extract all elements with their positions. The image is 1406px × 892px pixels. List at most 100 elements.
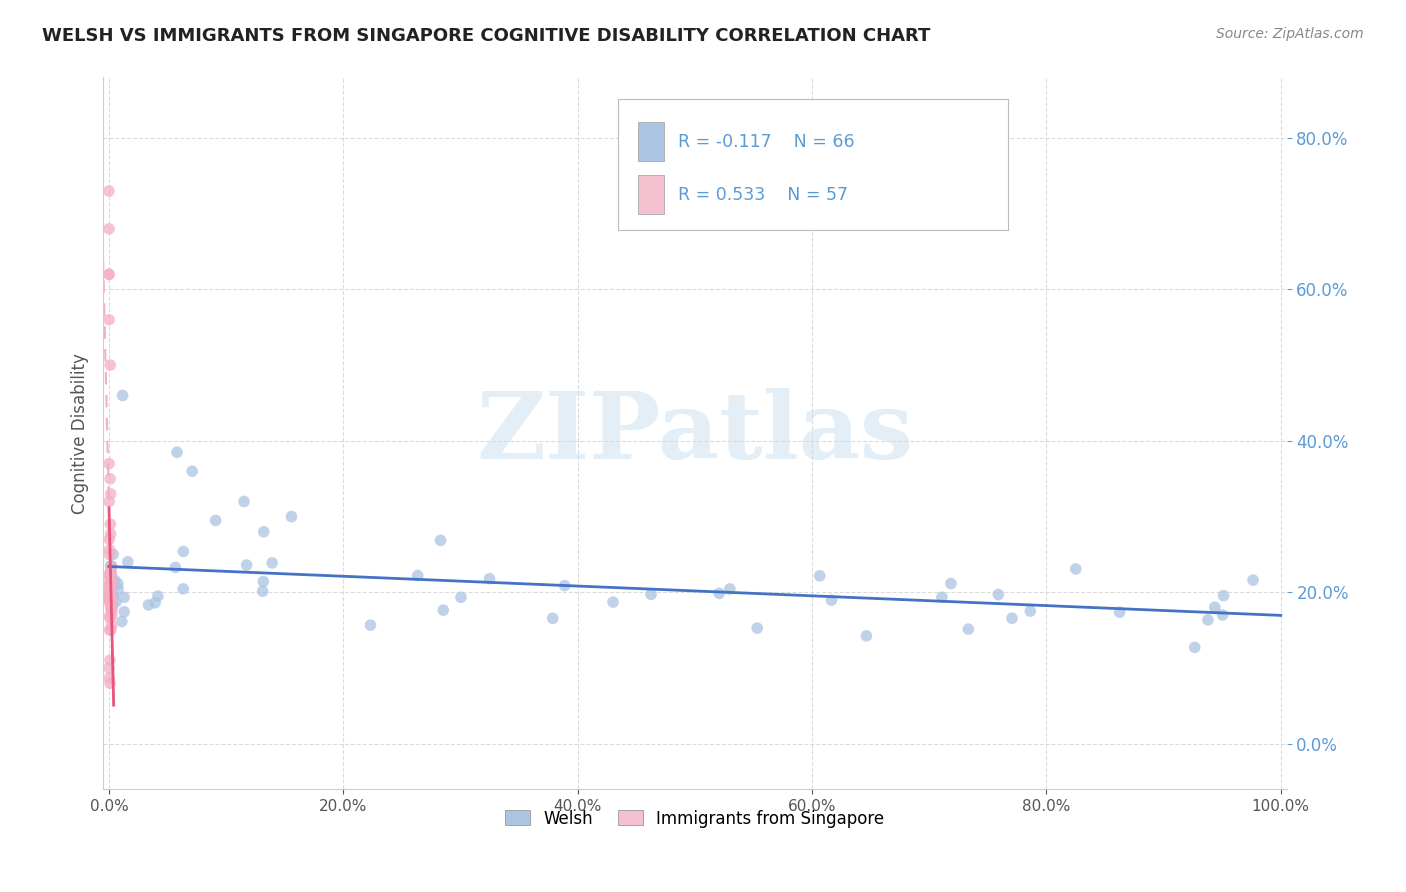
Point [165,560,187,574]
Point [747,621,769,635]
Point [101,592,124,607]
Point [98,542,121,557]
Y-axis label: Cognitive Disability: Cognitive Disability [72,353,89,514]
Point [98,588,121,602]
Text: R = -0.117    N = 66: R = -0.117 N = 66 [678,133,855,151]
Point [1241,573,1264,587]
Point [98,312,121,326]
Point [103,547,125,561]
Point [98,653,121,667]
Point [100,606,122,620]
Point [554,578,576,592]
Point [252,584,274,599]
Point [98,358,121,372]
Point [98,661,121,675]
Point [100,567,122,582]
Point [100,601,122,615]
Point [98,595,121,609]
Point [98,611,121,625]
Point [1064,562,1087,576]
Point [640,587,662,601]
Point [98,585,121,599]
Point [1019,604,1042,618]
Point [98,568,121,582]
Point [98,184,121,198]
Point [718,582,741,596]
Point [100,592,122,607]
Point [98,548,121,562]
Point [808,569,831,583]
Point [280,509,302,524]
Point [104,574,127,588]
Point [98,222,121,236]
Legend: Welsh, Immigrants from Singapore: Welsh, Immigrants from Singapore [499,803,891,834]
Point [1197,613,1219,627]
Point [107,582,129,596]
Text: ZIPatlas: ZIPatlas [477,388,914,478]
Point [100,580,122,594]
Point [478,572,501,586]
Point [1212,589,1234,603]
Point [172,544,194,558]
Point [957,622,980,636]
Point [987,587,1010,601]
Point [541,611,564,625]
Bar [638,176,664,214]
Point [98,588,121,602]
Point [100,487,122,501]
Point [98,570,121,584]
Point [98,623,121,637]
Point [100,623,122,637]
Point [143,596,166,610]
Point [602,595,624,609]
Point [98,570,121,584]
Point [100,570,122,584]
Point [709,586,731,600]
Point [100,591,122,606]
Point [112,591,135,605]
Point [98,580,121,594]
Point [406,568,429,582]
Point [101,575,124,590]
Point [98,676,121,690]
Point [98,574,121,589]
Point [820,593,842,607]
Point [98,591,121,605]
Point [98,588,121,602]
Point [98,591,121,606]
Point [450,591,472,605]
Point [100,599,122,614]
Point [98,671,121,685]
Point [98,609,121,624]
Point [100,608,122,623]
Point [939,576,962,591]
Point [1108,605,1130,619]
Point [112,605,135,619]
Point [111,615,134,629]
Point [262,556,284,570]
Text: WELSH VS IMMIGRANTS FROM SINGAPORE COGNITIVE DISABILITY CORRELATION CHART: WELSH VS IMMIGRANTS FROM SINGAPORE COGNI… [42,27,931,45]
Point [181,464,204,478]
Point [429,533,451,548]
Point [100,558,122,573]
Point [101,589,124,603]
Point [359,618,381,632]
Point [1001,611,1024,625]
Point [101,578,124,592]
Bar [638,122,664,161]
Point [233,494,256,508]
Point [98,578,121,592]
Point [107,576,129,591]
Point [146,589,169,603]
Point [101,597,124,611]
Point [100,599,122,614]
Point [100,560,122,574]
Point [98,594,121,608]
Point [98,472,121,486]
Point [104,595,127,609]
Point [100,527,122,541]
Point [432,603,454,617]
Point [103,590,125,604]
Point [252,574,274,589]
Point [98,268,121,282]
